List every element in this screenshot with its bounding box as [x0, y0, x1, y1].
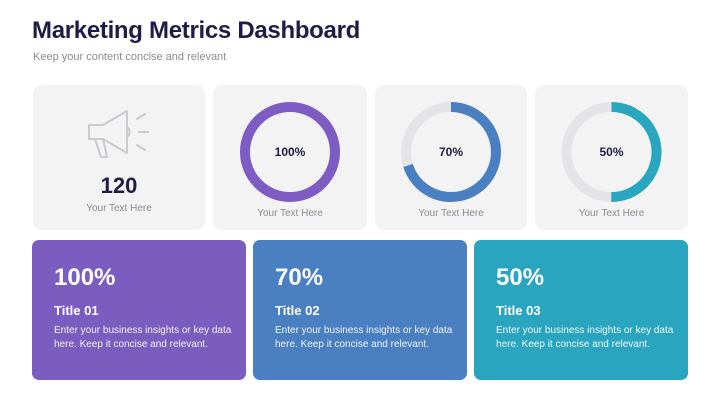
donut-caption: Your Text Here — [257, 208, 323, 219]
donut: 70% — [401, 102, 501, 202]
donut-arc — [401, 102, 501, 202]
card-percent: 70% — [275, 264, 324, 291]
donut-card: 100% Your Text Here — [213, 85, 367, 230]
metric-card: 70% Title 02 Enter your business insights … — [253, 240, 467, 380]
donut-label: 50% — [599, 145, 623, 159]
stat-caption: Your Text Here — [86, 203, 152, 214]
donut-card: 70% Your Text Here — [375, 85, 527, 230]
donut-arc — [240, 102, 340, 202]
card-title: Title 03 — [496, 303, 541, 318]
donut-label: 70% — [439, 145, 463, 159]
card-body: Enter your business insights or key data… — [54, 325, 232, 350]
donut-caption: Your Text Here — [418, 208, 484, 219]
donut-card: 50% Your Text Here — [535, 85, 688, 230]
donut: 100% — [240, 102, 340, 202]
metric-card: 50% Title 03 Enter your business insights … — [474, 240, 688, 380]
card-title: Title 02 — [275, 303, 320, 318]
donut: 50% — [561, 102, 662, 202]
donut-label: 100% — [275, 145, 306, 159]
stat-card: 120 Your Text Here — [33, 85, 205, 230]
metric-card: 100% Title 01 Enter your business insights… — [32, 240, 246, 380]
card-body: Enter your business insights or key data… — [275, 325, 453, 350]
donut-arc — [561, 102, 662, 202]
title: Marketing Metrics Dashboard — [32, 17, 360, 44]
card-body: Enter your business insights or key data… — [496, 325, 674, 350]
card-title: Title 01 — [54, 303, 99, 318]
card-percent: 100% — [54, 264, 116, 291]
megaphone-icon — [88, 110, 149, 158]
subtitle: Keep your content concise and relevant — [33, 51, 227, 63]
stat-value: 120 — [100, 173, 138, 198]
donut-caption: Your Text Here — [578, 208, 645, 219]
card-percent: 50% — [496, 264, 545, 291]
